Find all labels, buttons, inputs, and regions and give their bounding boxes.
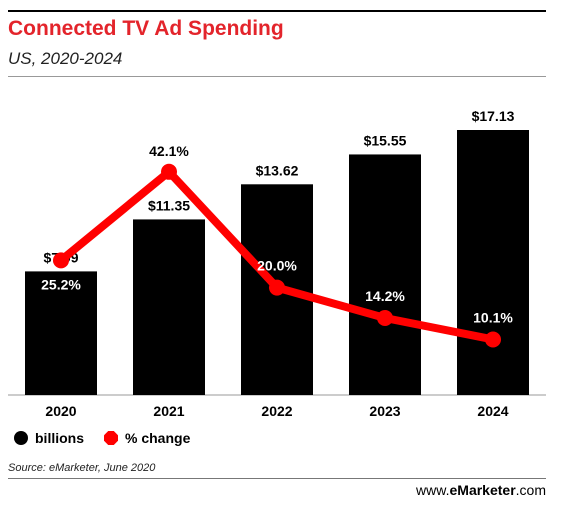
subtitle-rule [8,76,546,77]
legend-label-change: % change [125,430,191,446]
change-point-2023 [377,309,393,326]
chart-plot: $7.99$11.35$13.62$15.55$17.1325.2%42.1%2… [8,108,546,419]
website-link[interactable]: www.eMarketer.com [416,482,546,498]
change-point-2022 [269,279,285,296]
website-prefix: www. [416,482,450,498]
bar-label-2021: $11.35 [148,197,190,213]
chart-title: Connected TV Ad Spending [8,17,284,40]
legend-item-billions: billions [14,430,84,446]
bar-2024 [457,130,529,395]
source-note: Source: eMarketer, June 2020 [8,462,156,474]
x-tick-2022: 2022 [261,403,292,419]
change-label-2023: 14.2% [365,288,405,304]
x-tick-2023: 2023 [369,403,400,419]
website-suffix: .com [515,482,546,498]
website-brand: eMarketer [449,482,516,498]
bar-label-2024: $17.13 [472,108,515,124]
change-label-2020: 25.2% [41,276,81,292]
change-label-2021: 42.1% [149,143,189,159]
x-tick-2021: 2021 [153,403,184,419]
legend-swatch-change [104,431,118,445]
source-rule [8,478,546,479]
legend: billions % change [14,430,210,446]
bar-label-2022: $13.62 [256,162,299,178]
bar-2023 [349,154,421,395]
top-rule [8,10,546,12]
legend-label-billions: billions [35,430,84,446]
change-label-2024: 10.1% [473,309,513,325]
legend-item-change: % change [104,430,190,446]
change-point-2021 [161,163,177,180]
change-point-2024 [485,331,501,348]
bar-2021 [133,219,205,395]
change-point-2020 [53,252,69,269]
bar-label-2023: $15.55 [364,132,407,148]
bar-2020 [25,271,97,395]
change-label-2022: 20.0% [257,258,297,274]
x-tick-2020: 2020 [45,403,76,419]
legend-swatch-billions [14,431,28,445]
chart-subtitle: US, 2020-2024 [8,49,123,68]
x-tick-2024: 2024 [477,403,508,419]
